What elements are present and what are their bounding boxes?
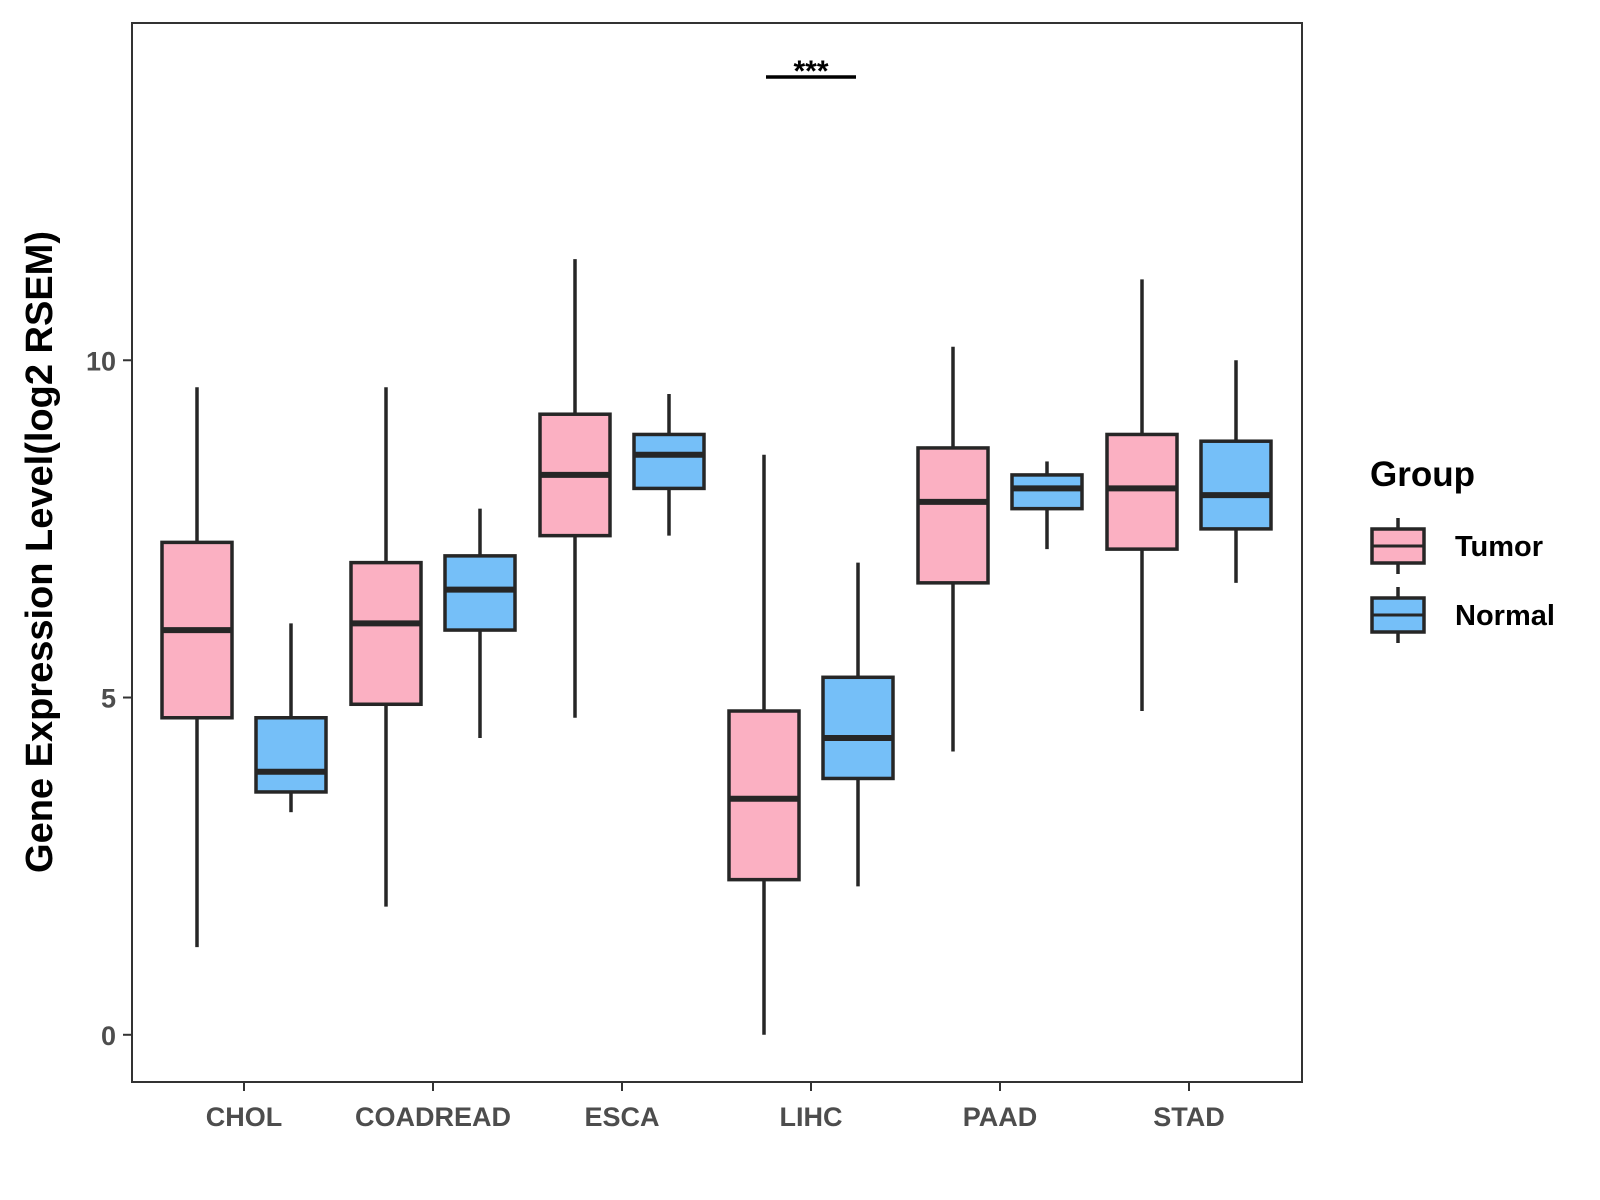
box-normal-lihc — [821, 562, 895, 887]
box-normal-coadread — [443, 508, 517, 738]
x-tick-label-paad: PAAD — [963, 1102, 1038, 1132]
box-body-normal-chol — [254, 716, 328, 794]
x-tick-label-esca: ESCA — [584, 1102, 659, 1132]
legend-entry-tumor: Tumor — [1370, 518, 1543, 574]
x-tick-label-stad: STAD — [1153, 1102, 1225, 1132]
box-tumor-paad — [916, 346, 990, 752]
box-normal-chol — [254, 623, 328, 813]
box-tumor-coadread — [349, 387, 423, 907]
legend-entries: Tumor Normal — [1370, 518, 1555, 643]
box-body-normal-stad — [1199, 439, 1273, 531]
legend-title: Group — [1370, 455, 1475, 494]
plot-panel — [131, 22, 1303, 1083]
significance-label-lihc: *** — [793, 55, 828, 88]
y-tick-label-10: 10 — [86, 346, 116, 376]
box-tumor-lihc — [727, 454, 801, 1035]
y-tick-label-0: 0 — [101, 1021, 116, 1051]
box-body-normal-coadread — [443, 554, 517, 632]
box-tumor-esca — [538, 259, 612, 718]
axes-layer: 0 5 10 CHOL COADREAD ESCA LIHC PAAD STAD — [86, 346, 1225, 1132]
legend-entry-normal: Normal — [1370, 587, 1555, 643]
box-tumor-stad — [1105, 279, 1179, 712]
box-body-tumor-stad — [1105, 432, 1179, 551]
x-tick-label-chol: CHOL — [206, 1102, 283, 1132]
x-tick-label-coadread: COADREAD — [355, 1102, 511, 1132]
box-body-normal-paad — [1010, 473, 1084, 511]
box-body-normal-lihc — [821, 675, 895, 781]
y-tick-label-5: 5 — [101, 684, 116, 714]
legend-label-normal: Normal — [1455, 600, 1555, 632]
box-body-tumor-lihc — [727, 709, 801, 882]
box-body-normal-esca — [632, 432, 706, 491]
box-body-tumor-paad — [916, 446, 990, 585]
box-normal-paad — [1010, 461, 1084, 550]
box-normal-stad — [1199, 360, 1273, 583]
legend: Group Tumor Normal — [1370, 455, 1555, 643]
boxes-layer — [160, 259, 1273, 1035]
y-axis-title: Gene Expression Level(log2 RSEM) — [19, 231, 61, 873]
box-tumor-chol — [160, 387, 234, 948]
annotation-layer: *** — [766, 55, 856, 88]
box-body-tumor-coadread — [349, 560, 423, 707]
x-tick-label-lihc: LIHC — [780, 1102, 843, 1132]
legend-label-tumor: Tumor — [1455, 531, 1543, 563]
box-normal-esca — [632, 393, 706, 536]
